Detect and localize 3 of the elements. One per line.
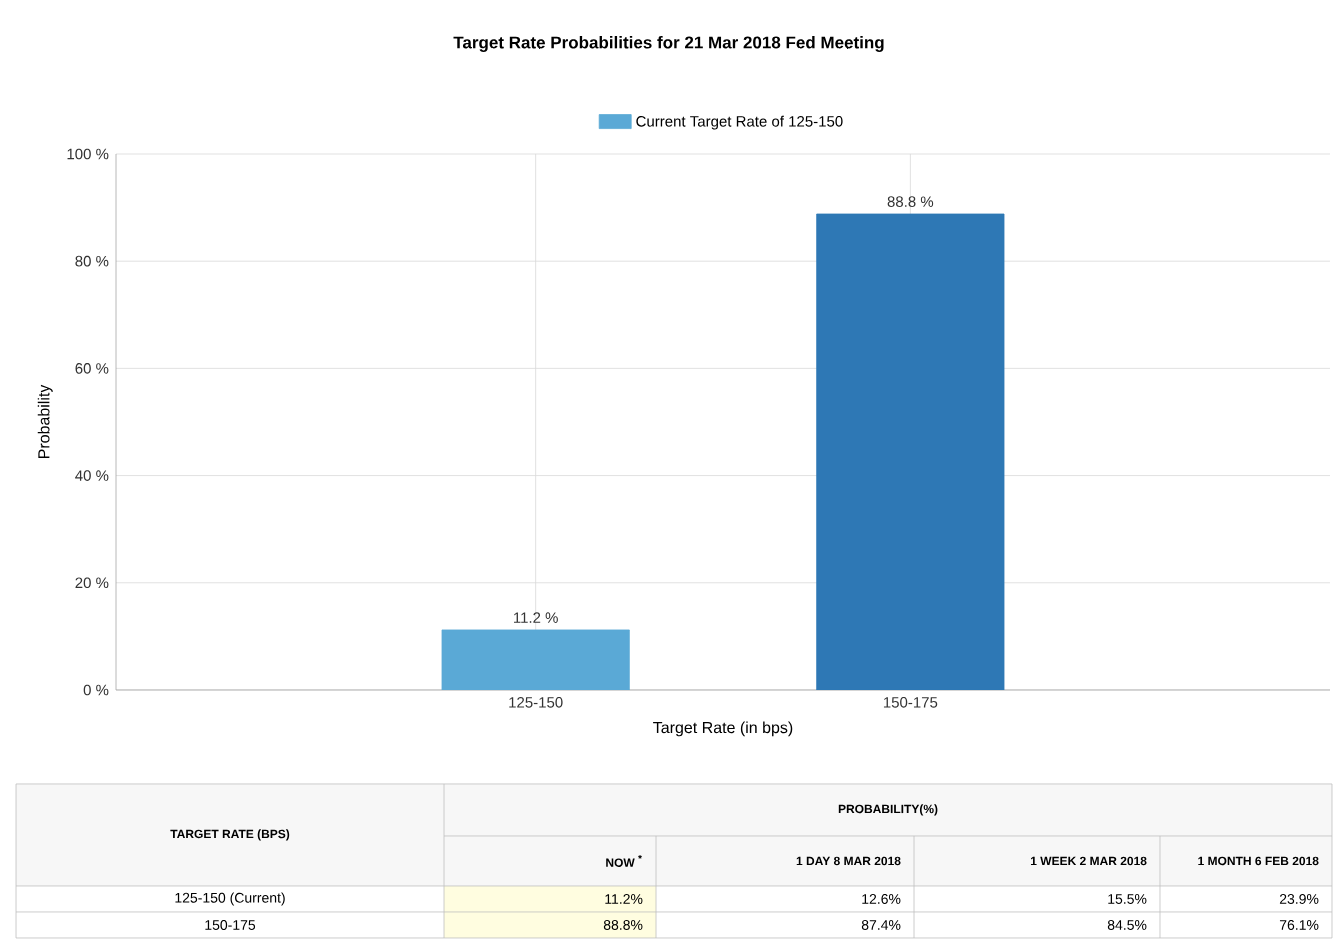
y-axis-title: Probability [37,384,53,459]
chart-title: Target Rate Probabilities for 21 Mar 2018 Fed Meeting [453,36,884,52]
x-axis-title: Target Rate (in bps) [653,721,793,737]
